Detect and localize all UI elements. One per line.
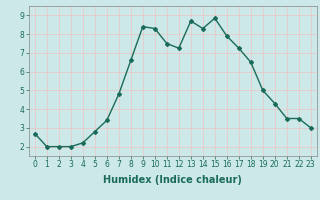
X-axis label: Humidex (Indice chaleur): Humidex (Indice chaleur)	[103, 175, 242, 185]
